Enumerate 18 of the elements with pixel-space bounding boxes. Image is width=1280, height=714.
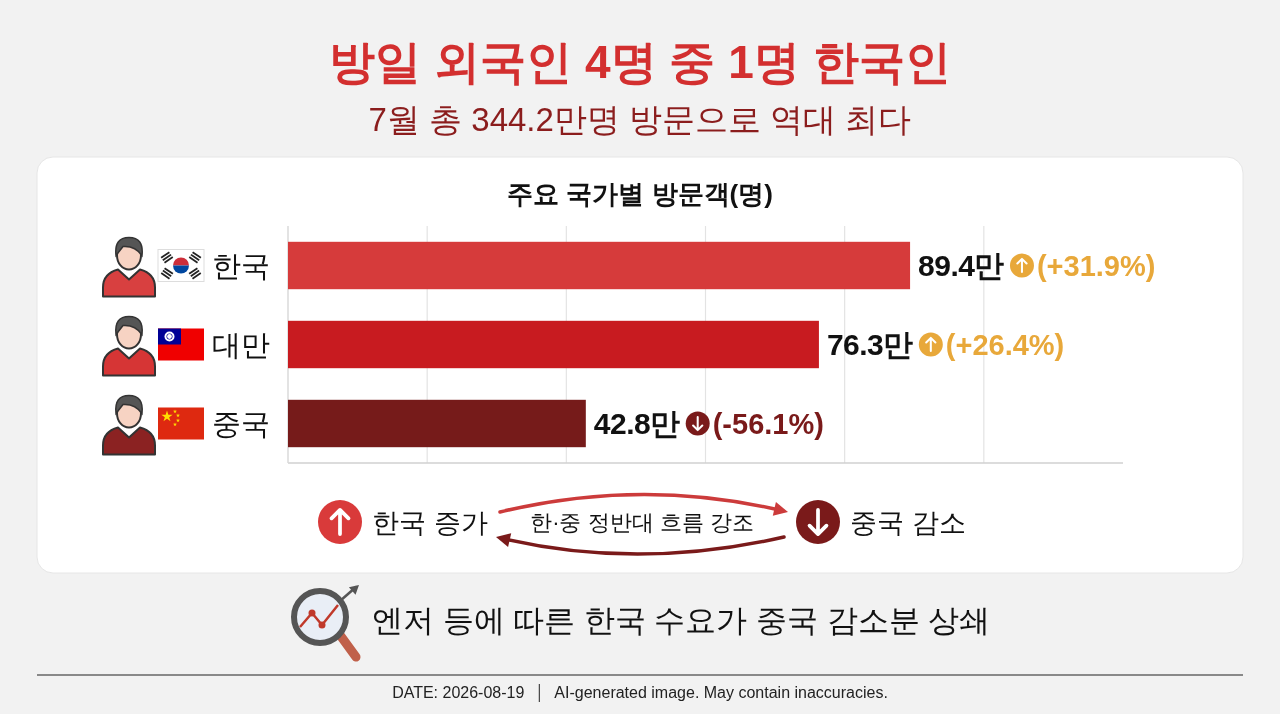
y-tick-label: 대만 [212, 328, 270, 361]
text: 한국 증가 [372, 508, 488, 538]
chart-subtitle: 7월 총 344.2만명 방문으로 역대 최다 [368, 101, 912, 138]
y-tick-label: 중국 [212, 407, 270, 440]
annotation: (+26.4%) [945, 328, 1065, 361]
text: 한·중 정반대 흐름 강조 [530, 510, 754, 535]
text: AI-generated image. May contain inaccuracies. [554, 684, 888, 701]
data-label: 76.3만 [826, 328, 914, 362]
chart-title: 방일 외국인 4명 중 1명 한국인 [329, 36, 951, 88]
text: DATE: 2026-08-19 [392, 684, 525, 701]
text: 중국 감소 [850, 508, 966, 538]
annotation: (-56.1%) [712, 407, 824, 440]
text: 주요 국가별 방문객(명) [507, 179, 773, 209]
text: 엔저 등에 따른 한국 수요가 중국 감소분 상쇄 [372, 603, 991, 638]
y-tick-label: 한국 [212, 249, 270, 282]
annotation: (+31.9%) [1036, 249, 1156, 282]
data-label: 89.4만 [918, 249, 1005, 283]
data-label: 42.8만 [593, 407, 681, 441]
